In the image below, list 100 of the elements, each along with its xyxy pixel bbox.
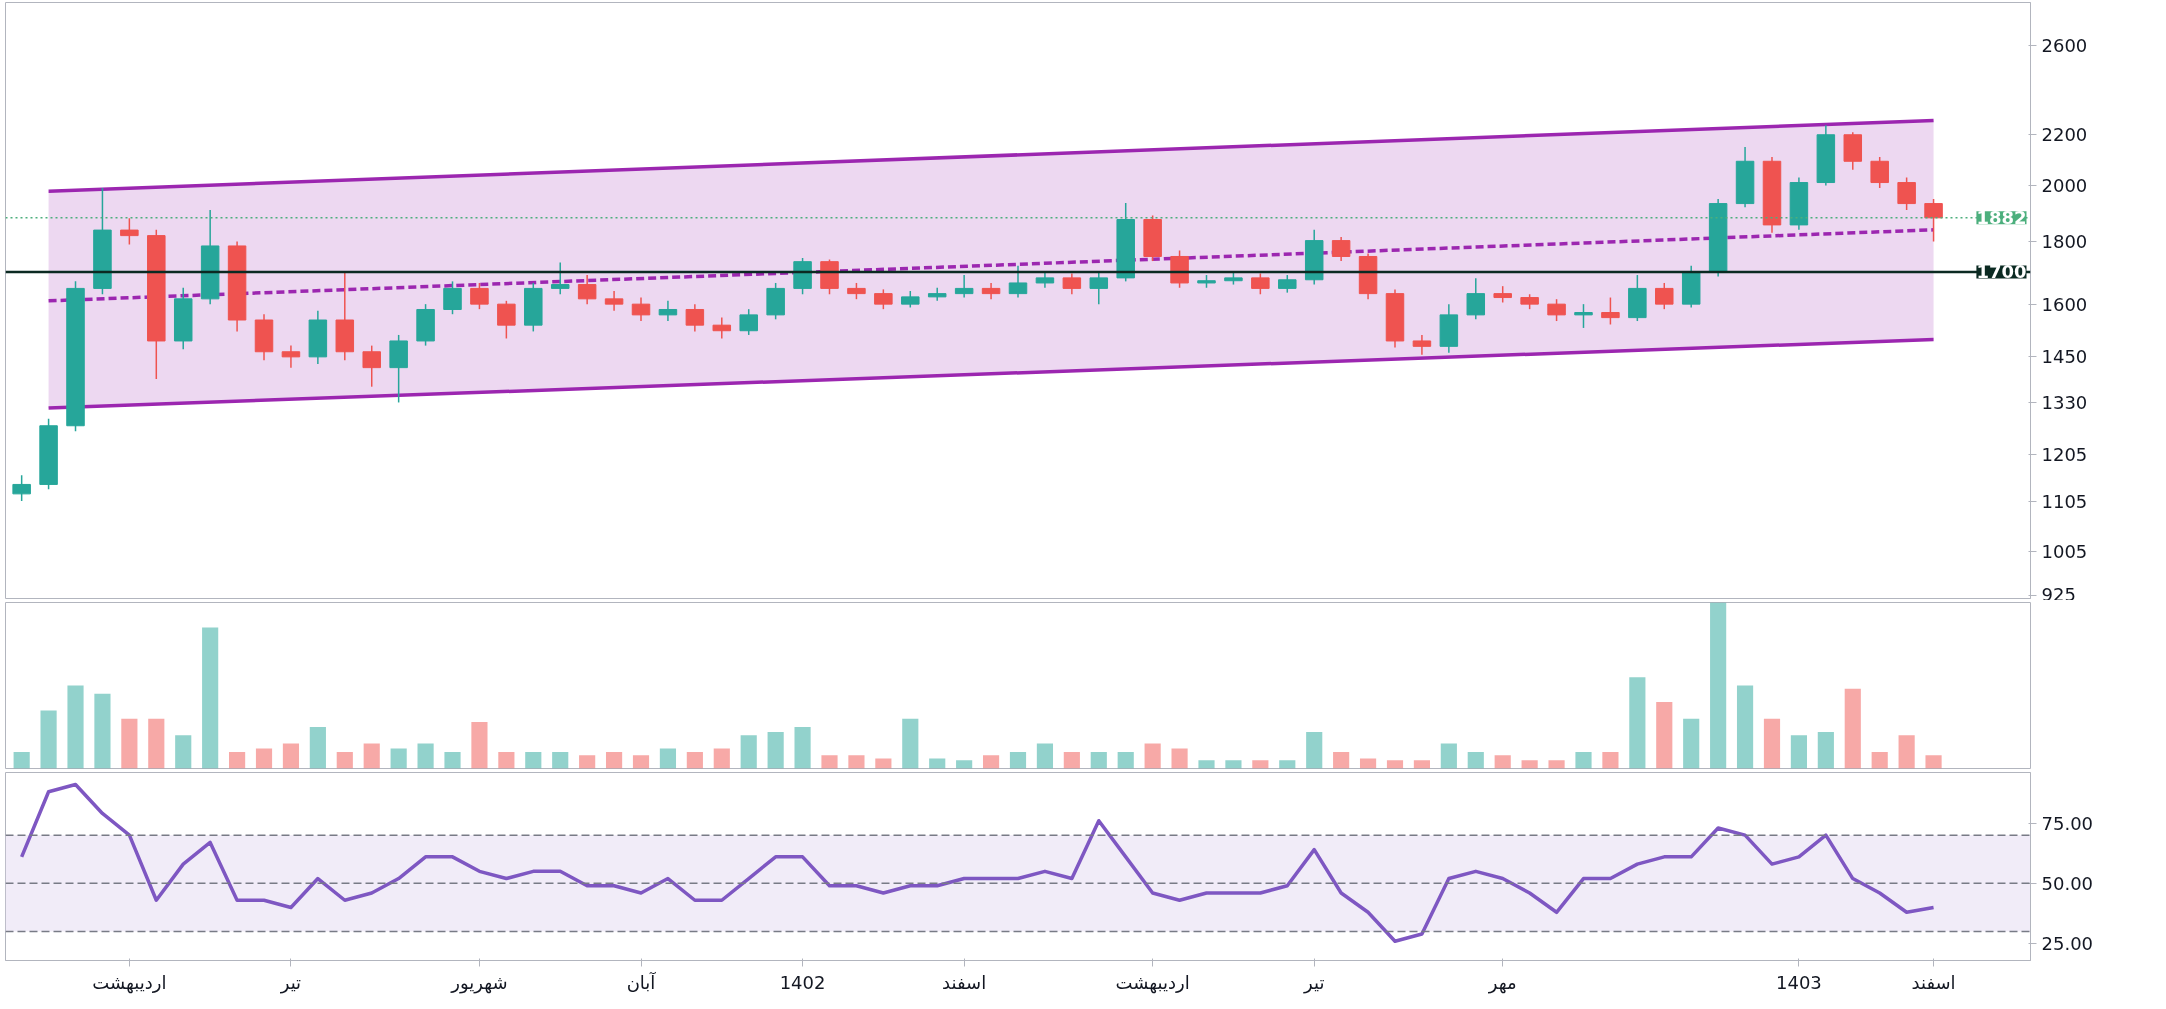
bar <box>1090 751 1107 769</box>
bar <box>309 727 326 769</box>
bar <box>956 760 973 769</box>
bar <box>659 748 677 769</box>
bar <box>632 755 650 769</box>
bar <box>686 751 703 769</box>
candlestick <box>1601 296 1620 326</box>
bar <box>713 748 730 769</box>
bar <box>1036 743 1054 769</box>
bar <box>1117 751 1134 769</box>
y-tick-label: 2000 <box>2041 174 2088 196</box>
bar <box>740 735 757 769</box>
bar <box>902 718 919 769</box>
bar <box>417 743 434 769</box>
y-tick-label: 50.00 <box>2041 872 2094 894</box>
bar <box>1494 755 1511 769</box>
x-tick-label: شهریور <box>450 971 508 994</box>
bar <box>1521 760 1538 769</box>
bar <box>794 727 811 769</box>
y-tick-label: 1800 <box>2041 230 2088 252</box>
bar <box>1386 760 1404 769</box>
bar <box>1306 731 1323 769</box>
bar <box>1440 743 1457 769</box>
bar <box>606 751 623 769</box>
bar <box>255 748 273 769</box>
bar <box>1225 760 1242 769</box>
x-tick-label: 1403 <box>1776 971 1822 993</box>
candlestick <box>1574 303 1593 329</box>
candlestick <box>1412 334 1432 356</box>
bar <box>67 685 84 769</box>
bar <box>282 743 300 769</box>
candlestick <box>1089 271 1109 305</box>
y-tick-label: 2600 <box>2041 35 2088 57</box>
candlestick <box>1870 156 1889 189</box>
bar <box>1817 731 1834 769</box>
bar <box>1736 685 1754 769</box>
bar <box>1602 751 1619 769</box>
bar <box>1413 760 1430 769</box>
candlestick <box>1062 272 1082 296</box>
bar <box>175 735 192 769</box>
bar <box>579 755 596 769</box>
candlestick <box>443 280 462 315</box>
bar <box>498 751 515 769</box>
bar <box>1198 760 1215 769</box>
candlestick <box>685 303 705 333</box>
candlestick <box>1466 277 1486 321</box>
x-tick-label: اردیبهشت <box>92 971 167 994</box>
bar <box>1763 718 1781 769</box>
x-tick-label: تیر <box>279 971 302 994</box>
y-tick-label: 1600 <box>2041 293 2088 315</box>
y-tick-label: 1330 <box>2041 391 2088 413</box>
candlestick <box>1331 236 1351 262</box>
bar <box>471 722 488 769</box>
candlestick <box>1251 272 1270 296</box>
bar <box>525 751 542 769</box>
bar <box>229 751 246 769</box>
bar <box>1252 760 1269 769</box>
bar <box>1575 751 1592 769</box>
bar <box>1171 748 1188 769</box>
candlestick <box>1655 282 1674 310</box>
y-tick-label: 925 <box>2041 583 2076 605</box>
y-tick-label: 25.00 <box>2041 933 2094 955</box>
candlestick <box>631 296 651 322</box>
candlestick <box>362 344 381 388</box>
bar <box>767 731 784 769</box>
y-tick-label: 2200 <box>2041 124 2088 146</box>
candlestick <box>281 344 301 369</box>
candlestick <box>1008 264 1028 299</box>
y-tick-label: 1105 <box>2041 490 2088 512</box>
candlestick <box>1547 298 1566 322</box>
bar <box>1656 702 1673 769</box>
ref-line-label: 1882 <box>1976 207 2027 229</box>
bar <box>336 751 353 769</box>
y-tick-label: 1450 <box>2041 346 2088 368</box>
line-series <box>19 782 1936 943</box>
candlestick <box>874 288 893 310</box>
candlestick <box>497 300 516 340</box>
y-tick-label: 1205 <box>2041 444 2088 466</box>
y-tick-label: 75.00 <box>2041 812 2094 834</box>
bar <box>1925 755 1942 769</box>
bar <box>1871 751 1888 769</box>
candlestick <box>470 282 489 310</box>
candlestick <box>1924 198 1943 243</box>
bar <box>1333 751 1350 769</box>
candlestick <box>739 308 758 336</box>
bar <box>444 751 461 769</box>
bar <box>552 751 569 769</box>
candlestick <box>12 474 31 502</box>
bar <box>848 755 865 769</box>
bar <box>390 748 407 769</box>
bar <box>1790 735 1807 769</box>
y-tick-label: 1005 <box>2041 540 2088 562</box>
bar <box>1467 751 1484 769</box>
bar <box>1683 718 1700 769</box>
x-tick-label: تیر <box>1303 971 1325 994</box>
bar <box>1144 743 1161 769</box>
candlestick <box>712 316 732 340</box>
bar <box>982 755 1000 769</box>
bar <box>40 710 57 769</box>
candlestick <box>604 290 624 312</box>
